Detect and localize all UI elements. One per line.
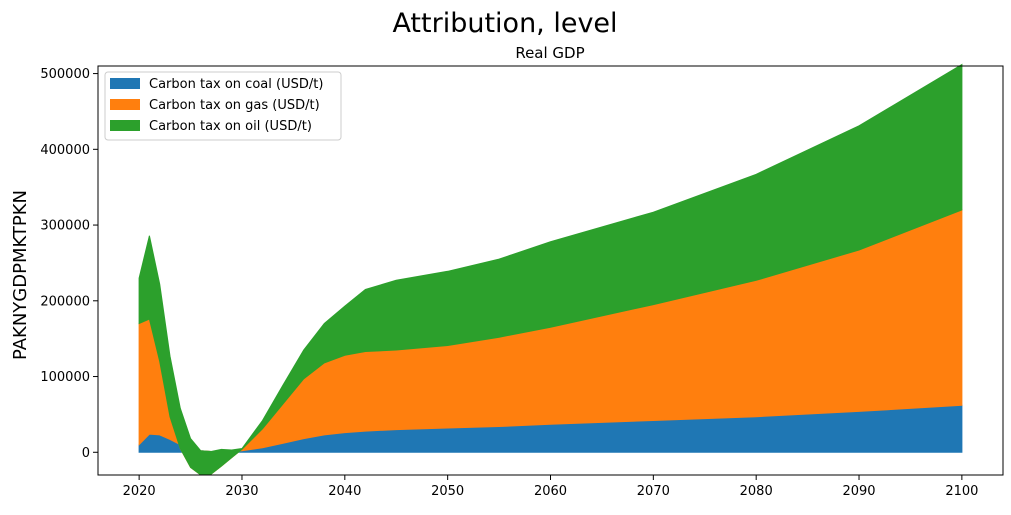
legend-swatch-3 [110,120,140,131]
x-tick-label: 2020 [123,484,156,499]
y-axis-label: PAKNYGDPMKTPKN [10,190,31,360]
x-tick-label: 2090 [842,484,875,499]
legend-label-2: Carbon tax on gas (USD/t) [149,98,320,113]
y-tick-label: 300000 [40,219,90,234]
legend-label-3: Carbon tax on oil (USD/t) [149,119,312,134]
y-tick-label: 400000 [40,143,90,158]
y-tick-label: 0 [82,446,90,461]
y-tick-label: 200000 [40,294,90,309]
x-tick-label: 2100 [945,484,978,499]
legend: Carbon tax on coal (USD/t) Carbon tax on … [104,71,342,141]
legend-swatch-1 [110,78,140,89]
chart-suptitle: Attribution, level [392,8,617,39]
plot-frame [97,65,1004,476]
x-tick-label: 2070 [637,484,670,499]
legend-box [104,71,342,141]
legend-swatch-2 [110,99,140,110]
x-tick-label: 2050 [431,484,464,499]
x-tick-label: 2060 [534,484,567,499]
chart-title: Real GDP [515,44,584,62]
x-axis-ticks: 2020 2030 2040 2050 2060 2070 2080 2090 2100 [123,475,978,499]
x-tick-label: 2040 [328,484,361,499]
x-tick-label: 2030 [225,484,258,499]
y-axis-ticks: 0 100000 200000 300000 400000 500000 [40,67,98,461]
area-series-group [138,63,963,476]
y-tick-label: 100000 [40,370,90,385]
y-tick-label: 500000 [40,67,90,82]
x-tick-label: 2080 [740,484,773,499]
area-series-3 [138,63,963,476]
legend-label-1: Carbon tax on coal (USD/t) [149,77,323,92]
